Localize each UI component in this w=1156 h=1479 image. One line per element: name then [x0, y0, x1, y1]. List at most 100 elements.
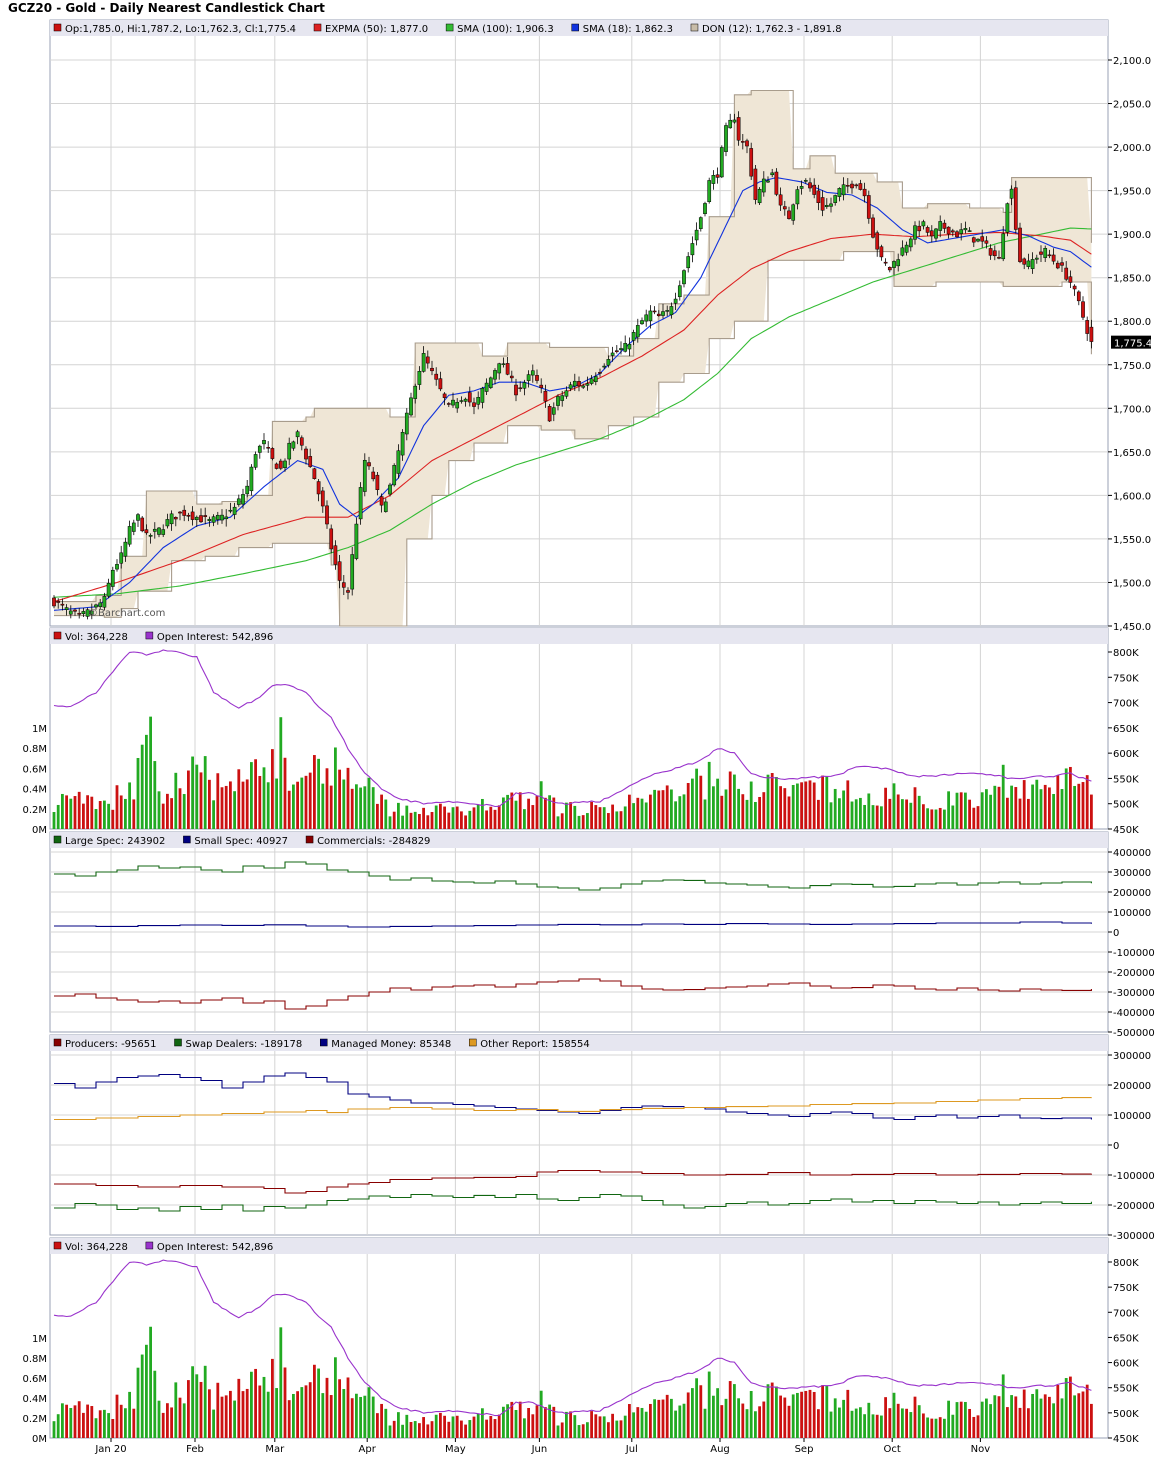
candle-body [446, 403, 451, 405]
volume-bar [1064, 1378, 1068, 1438]
panel-3-legend-swatch [53, 835, 62, 844]
volume-bar [565, 1411, 568, 1438]
candle-body [950, 230, 955, 233]
volume-bar [544, 797, 547, 829]
candle-body [740, 141, 745, 143]
candle-body [64, 607, 69, 610]
panel-2-oi-ytick-label: 700K [1113, 699, 1139, 710]
volume-bar [581, 815, 585, 829]
volume-bar [447, 812, 451, 829]
volume-bar [796, 1392, 799, 1438]
candle-body [106, 582, 111, 597]
volume-bar [829, 802, 833, 829]
candle-body [362, 459, 367, 492]
volume-bar [1006, 797, 1009, 829]
volume-bar [199, 772, 203, 829]
volume-bar [817, 1409, 820, 1438]
candle-body [182, 509, 187, 516]
candle-body [967, 230, 972, 232]
candle-body [761, 178, 766, 193]
volume-bar [569, 1411, 572, 1438]
candle-body [295, 431, 300, 438]
panel-3-ytick-label: 200000 [1113, 888, 1151, 899]
candle-body [745, 140, 749, 147]
volume-bar [132, 799, 136, 829]
volume-bar [502, 797, 505, 829]
candle-body [1009, 188, 1014, 199]
volume-bar [363, 1395, 367, 1438]
volume-bar [1043, 1394, 1047, 1438]
candle-body [333, 545, 338, 565]
x-tick-label: May [445, 1444, 466, 1455]
candle-body [787, 210, 791, 219]
volume-bar [1060, 1398, 1064, 1438]
volume-bar [124, 1408, 127, 1438]
volume-bar [275, 778, 278, 829]
candle-body [241, 494, 245, 505]
candle-body [551, 407, 556, 415]
candle-body [257, 445, 262, 453]
panel-1-donchian-upper-line [54, 89, 1092, 603]
candle-body [606, 359, 611, 366]
volume-bar [808, 1389, 812, 1438]
volume-bar [56, 804, 60, 829]
candle-body [136, 514, 140, 521]
candle-body [421, 353, 426, 372]
volume-bar [367, 777, 371, 829]
volume-bar [556, 816, 560, 829]
volume-bar [548, 1404, 551, 1438]
candle-body [438, 378, 443, 390]
volume-bar [220, 1396, 224, 1438]
candle-body [383, 501, 388, 512]
volume-bar [972, 807, 976, 829]
panel-4-producers-line [54, 1169, 1092, 1194]
volume-bar [884, 1397, 887, 1438]
volume-bar [863, 804, 866, 829]
panel-1-legend-swatch [690, 23, 699, 32]
volume-bar [334, 747, 337, 829]
volume-bar [481, 1408, 484, 1438]
panel-4-frame [49, 1034, 1109, 1236]
candle-body [1076, 291, 1081, 302]
volume-bar [237, 769, 241, 829]
volume-bar [985, 789, 988, 829]
volume-bar [716, 1388, 719, 1438]
volume-bar [863, 1414, 866, 1438]
volume-bar [262, 767, 266, 829]
volume-bar [401, 1424, 404, 1438]
candle-body [123, 541, 128, 557]
candle-body [841, 184, 846, 196]
candle-body [690, 243, 695, 256]
panel-5-oi-ytick-label: 650K [1113, 1333, 1139, 1344]
volume-bar [573, 1415, 577, 1438]
volume-bar [590, 801, 593, 829]
volume-bar [607, 813, 610, 829]
volume-bar [56, 1414, 60, 1438]
volume-bar [745, 1409, 749, 1438]
volume-bar [1056, 1384, 1060, 1438]
candle-body [875, 232, 880, 250]
volume-bar [842, 1399, 845, 1438]
volume-bar [161, 1412, 165, 1438]
candle-body [694, 229, 699, 241]
volume-bar [678, 796, 682, 829]
volume-bar [968, 799, 971, 829]
panel-2-oi-ytick-label: 800K [1113, 648, 1139, 659]
volume-bar [930, 809, 934, 829]
x-tick-label: Aug [710, 1444, 730, 1455]
volume-bar [976, 1415, 980, 1438]
volume-bar [266, 782, 270, 829]
candle-body [287, 442, 292, 460]
volume-bar [489, 806, 493, 829]
candle-body [220, 514, 224, 521]
volume-bar [69, 798, 73, 829]
volume-bar [157, 791, 161, 829]
volume-bar [187, 1380, 190, 1438]
panel-5-oi-ytick-label: 600K [1113, 1359, 1139, 1370]
candle-body [627, 344, 632, 350]
volume-bar [716, 778, 719, 829]
volume-bar [653, 1399, 656, 1438]
candle-body [619, 348, 623, 350]
candle-body [379, 496, 384, 506]
